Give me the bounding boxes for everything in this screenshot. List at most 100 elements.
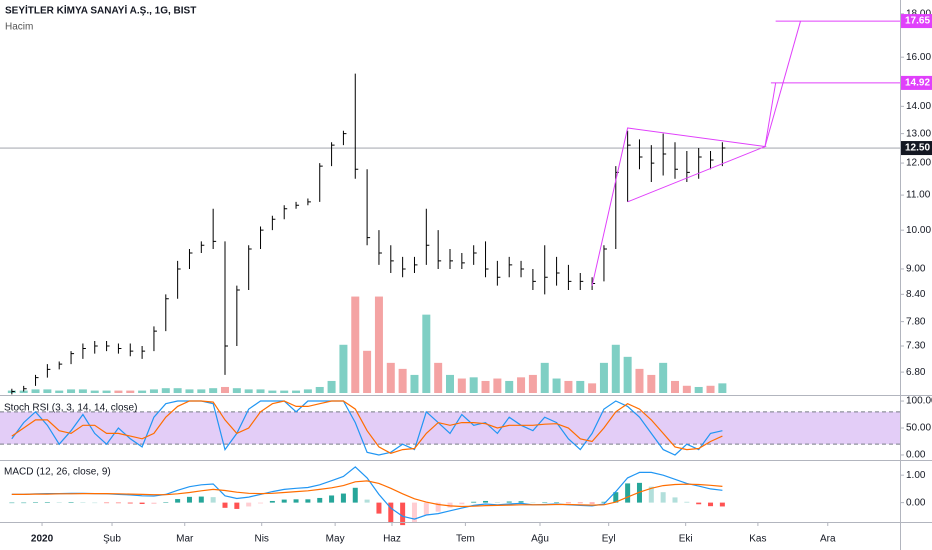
ohlc-bar xyxy=(402,256,406,278)
volume-bar xyxy=(552,378,561,393)
histogram-bar xyxy=(388,502,394,523)
ohlc-bar xyxy=(331,142,335,167)
histogram-bar xyxy=(175,499,181,503)
ohlc-bar xyxy=(248,245,252,290)
volume-bar xyxy=(374,296,383,393)
volume-bar xyxy=(114,390,123,393)
ohlc-bar xyxy=(437,230,442,269)
ohlc-bar xyxy=(260,226,264,250)
histogram-bar xyxy=(104,502,110,504)
band xyxy=(0,411,900,445)
histogram-bar xyxy=(92,502,98,504)
volume-bar xyxy=(55,390,64,393)
volume-bar xyxy=(268,390,277,393)
volume-bar xyxy=(197,389,206,393)
histogram-bar xyxy=(246,502,252,507)
indicator-line xyxy=(11,400,723,456)
ohlc-bar xyxy=(319,163,323,202)
volume-bar xyxy=(528,374,537,393)
histogram-bar xyxy=(329,495,335,503)
histogram-bar xyxy=(719,502,725,507)
last-price-box xyxy=(901,141,932,156)
volume-bar xyxy=(386,362,395,393)
histogram-bar xyxy=(684,501,690,503)
x-tick-label: Tem xyxy=(456,534,475,545)
ohlc-bar xyxy=(449,249,453,269)
indicator-line xyxy=(11,480,723,508)
plot-layer: 6.80 7.30 7.80 8.40 9.00 10.00 11.00 12.00 13.00… xyxy=(0,8,932,545)
ohlc-bar xyxy=(271,215,276,231)
ohlc-bar xyxy=(117,343,122,354)
histogram-bar xyxy=(317,497,323,503)
y-tick-label: 0.00 xyxy=(906,497,926,508)
histogram-bar xyxy=(506,501,512,503)
indicator-line xyxy=(11,466,723,520)
y-tick-label: 14.00 xyxy=(906,101,931,112)
ohlc-bar xyxy=(177,260,181,299)
histogram-bar xyxy=(565,502,571,504)
histogram-bar xyxy=(542,502,548,503)
volume-bar xyxy=(327,380,336,393)
ohlc-bar xyxy=(532,268,536,290)
histogram-bar xyxy=(234,502,240,509)
volume-bar xyxy=(161,388,170,393)
ohlc-bar xyxy=(674,142,678,179)
histogram-bar xyxy=(352,487,358,503)
y-tick-label: 12.00 xyxy=(906,158,931,169)
ohlc-bar xyxy=(721,142,726,167)
volume-bar xyxy=(446,374,454,393)
ohlc-bar xyxy=(11,388,15,395)
volume-bar xyxy=(659,362,668,393)
histogram-bar xyxy=(435,502,441,512)
histogram-bar xyxy=(601,501,607,503)
volume-bar xyxy=(682,385,691,393)
histogram-bar xyxy=(139,502,145,504)
last-price-label: 12.50 xyxy=(905,143,930,154)
x-tick-label: Ağu xyxy=(531,534,549,545)
y-tick-label: 13.00 xyxy=(906,128,931,139)
volume-bar xyxy=(363,350,372,393)
histogram-bar xyxy=(518,501,524,503)
histogram-bar xyxy=(115,502,121,504)
ohlc-bar xyxy=(295,201,300,209)
volume-bar xyxy=(292,390,301,393)
volume-bar xyxy=(647,374,656,393)
volume-bar xyxy=(481,380,490,393)
y-tick-label: 18.00 xyxy=(906,8,931,19)
histogram-bar xyxy=(305,499,311,503)
ohlc-bar xyxy=(307,198,311,206)
ohlc-bar xyxy=(366,169,371,246)
histogram-bar xyxy=(364,499,370,503)
ohlc-bar xyxy=(354,73,359,179)
x-tick-label: Eyl xyxy=(602,534,616,545)
ohlc-bar xyxy=(35,374,39,386)
volume-bar xyxy=(185,389,194,393)
volume-bar xyxy=(517,377,526,393)
ohlc-bar xyxy=(579,273,584,290)
histogram-bar xyxy=(222,502,228,508)
ohlc-bar xyxy=(686,151,690,182)
chart-title: SEYİTLER KİMYA SANAYİ A.Ş., 1G, BIST xyxy=(5,4,196,17)
ohlc-bar xyxy=(508,256,513,278)
volume-bar xyxy=(67,389,76,393)
y-tick-label: 6.80 xyxy=(906,367,926,378)
trend-drawing xyxy=(764,20,802,147)
volume-bar xyxy=(588,383,597,393)
volume-bar xyxy=(138,390,147,393)
level-label-box xyxy=(901,14,932,29)
ohlc-bar xyxy=(485,241,489,278)
y-tick-label: 10.00 xyxy=(906,225,931,236)
x-tick-label: 2020 xyxy=(31,534,54,545)
volume-bar xyxy=(434,362,443,393)
x-tick-label: Haz xyxy=(383,534,401,545)
histogram-bar xyxy=(530,502,536,504)
ohlc-bar xyxy=(46,364,51,378)
ohlc-bar xyxy=(710,151,714,170)
indicator-title: MACD (12, 26, close, 9) xyxy=(4,467,111,478)
histogram-bar xyxy=(589,502,595,504)
volume-bar xyxy=(280,390,289,393)
ohlc-bar xyxy=(638,139,643,170)
volume-bar xyxy=(256,389,265,393)
histogram-bar xyxy=(269,500,275,503)
histogram-bar xyxy=(44,502,50,503)
